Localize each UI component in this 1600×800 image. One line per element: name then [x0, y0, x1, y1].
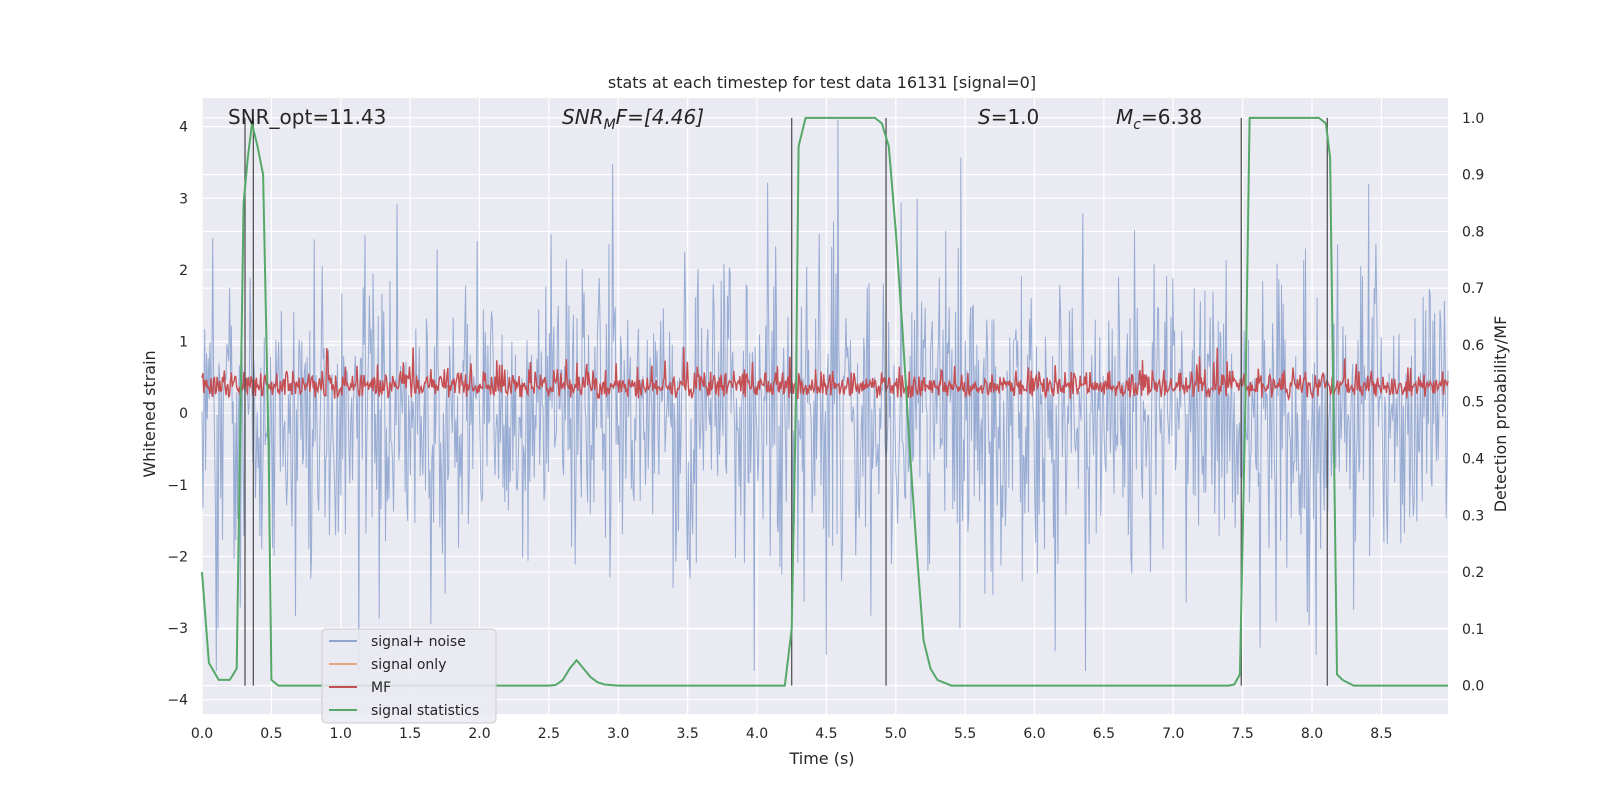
y-tick-label: 4 — [179, 120, 188, 136]
y-tick-label: −3 — [167, 621, 188, 637]
y-right-tick-label: 0.6 — [1462, 338, 1484, 354]
x-tick-label: 2.5 — [538, 726, 560, 742]
x-tick-label: 2.0 — [468, 726, 490, 742]
x-tick-label: 6.0 — [1023, 726, 1045, 742]
x-tick-label: 3.0 — [607, 726, 629, 742]
series-mf — [201, 347, 1449, 402]
x-tick-label: 6.5 — [1093, 726, 1115, 742]
annotation-mc-sub: c — [1133, 117, 1141, 133]
x-tick-label: 1.0 — [330, 726, 352, 742]
y-right-tick-label: 0.2 — [1462, 565, 1484, 581]
x-tick-label: 7.5 — [1232, 726, 1254, 742]
y-right-tick-label: 0.1 — [1462, 622, 1484, 638]
y-tick-label: −1 — [167, 478, 188, 494]
annotation-mc: Mc=6.38 — [1116, 105, 1202, 133]
y-right-tick-label: 0.0 — [1462, 679, 1484, 695]
y-tick-label: −2 — [167, 549, 188, 565]
legend-label-signal-noise: signal+ noise — [371, 634, 466, 650]
annotation-snr-mf-label: SNR — [562, 105, 604, 129]
annotation-mc-label: M — [1116, 105, 1133, 129]
x-tick-label: 0.5 — [260, 726, 282, 742]
x-tick-label: 1.5 — [399, 726, 421, 742]
chart-title: stats at each timestep for test data 161… — [608, 73, 1036, 92]
legend-label-signal-statistics: signal statistics — [371, 703, 479, 719]
x-tick-label: 3.5 — [677, 726, 699, 742]
annotation-mc-rest: =6.38 — [1141, 105, 1202, 129]
signal-noise-line — [201, 119, 1449, 672]
mf-line — [201, 347, 1449, 402]
annotation-snr-opt: SNR_opt=11.43 — [228, 105, 386, 129]
legend-box — [321, 628, 497, 724]
y-right-tick-label: 0.8 — [1462, 224, 1484, 240]
y-right-tick-label: 0.3 — [1462, 508, 1484, 524]
y-tick-label: 3 — [179, 191, 188, 207]
annotation-snr-mf-sub: M — [604, 117, 616, 133]
legend-label-mf: MF — [371, 680, 391, 696]
x-tick-label: 4.0 — [746, 726, 768, 742]
annotation-s-rest: =1.0 — [991, 105, 1040, 129]
x-tick-label: 8.0 — [1301, 726, 1323, 742]
annotation-s: S=1.0 — [978, 105, 1039, 129]
legend: signal+ noise signal only MF signal stat… — [321, 628, 497, 724]
x-tick-label: 0.0 — [191, 726, 213, 742]
vertical-markers — [244, 117, 1328, 686]
annotation-snr-mf-rest: F=[4.46] — [616, 105, 704, 129]
x-tick-label: 8.5 — [1370, 726, 1392, 742]
y-tick-label: 1 — [179, 335, 188, 351]
series-signal-statistics — [201, 116, 1449, 687]
x-axis-label: Time (s) — [788, 749, 854, 768]
x-tick-label: 4.5 — [815, 726, 837, 742]
y-axis-label: Whitened strain — [140, 350, 159, 477]
y-right-tick-label: 0.7 — [1462, 281, 1484, 297]
x-tick-label: 5.0 — [885, 726, 907, 742]
annotation-snr-mf: SNRMF=[4.46] — [562, 105, 704, 133]
y-right-tick-label: 0.9 — [1462, 168, 1484, 184]
y-tick-label: 0 — [179, 406, 188, 422]
y-axis-right-label: Detection probability/MF — [1491, 316, 1510, 513]
y-right-tick-label: 1.0 — [1462, 111, 1484, 127]
y-tick-label: 2 — [179, 263, 188, 279]
y-right-tick-label: 0.4 — [1462, 452, 1484, 468]
ticks: 0.0 0.5 1.0 1.5 2.0 2.5 3.0 3.5 4.0 4.5 5.0 5.5 6.0 6… — [167, 111, 1484, 742]
y-tick-label: −4 — [167, 693, 188, 709]
legend-label-signal-only: signal only — [371, 657, 446, 673]
x-tick-label: 7.0 — [1162, 726, 1184, 742]
series-signal-noise — [201, 119, 1449, 672]
y-right-tick-label: 0.5 — [1462, 395, 1484, 411]
annotation-s-label: S — [978, 105, 991, 129]
x-tick-label: 5.5 — [954, 726, 976, 742]
